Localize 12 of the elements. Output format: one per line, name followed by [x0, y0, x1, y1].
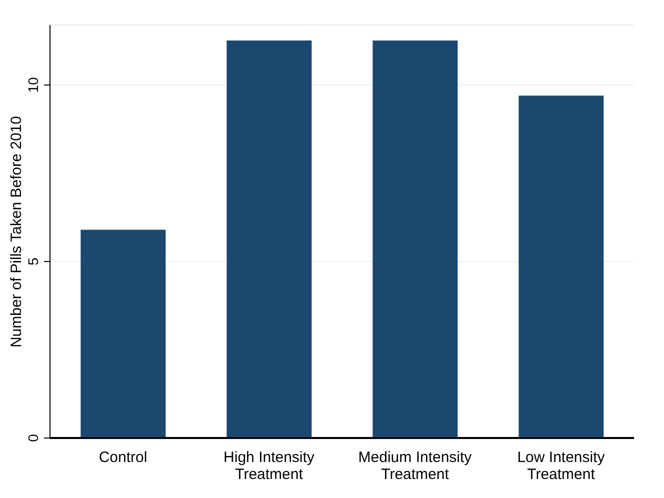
bar: [372, 40, 458, 438]
bar: [80, 230, 166, 438]
x-tick-label: Medium Intensity Treatment: [358, 449, 472, 483]
x-tick-label: Control: [98, 449, 148, 466]
y-tick-label: 0: [25, 434, 41, 442]
bar: [226, 40, 312, 438]
x-tick-label: Low Intensity Treatment: [517, 449, 606, 483]
y-axis-title: Number of Pills Taken Before 2010: [8, 116, 26, 348]
y-tick-label: 5: [25, 257, 41, 266]
y-tick-label: 10: [25, 77, 41, 93]
x-tick-label: High Intensity Treatment: [224, 449, 315, 483]
bar: [518, 96, 604, 438]
